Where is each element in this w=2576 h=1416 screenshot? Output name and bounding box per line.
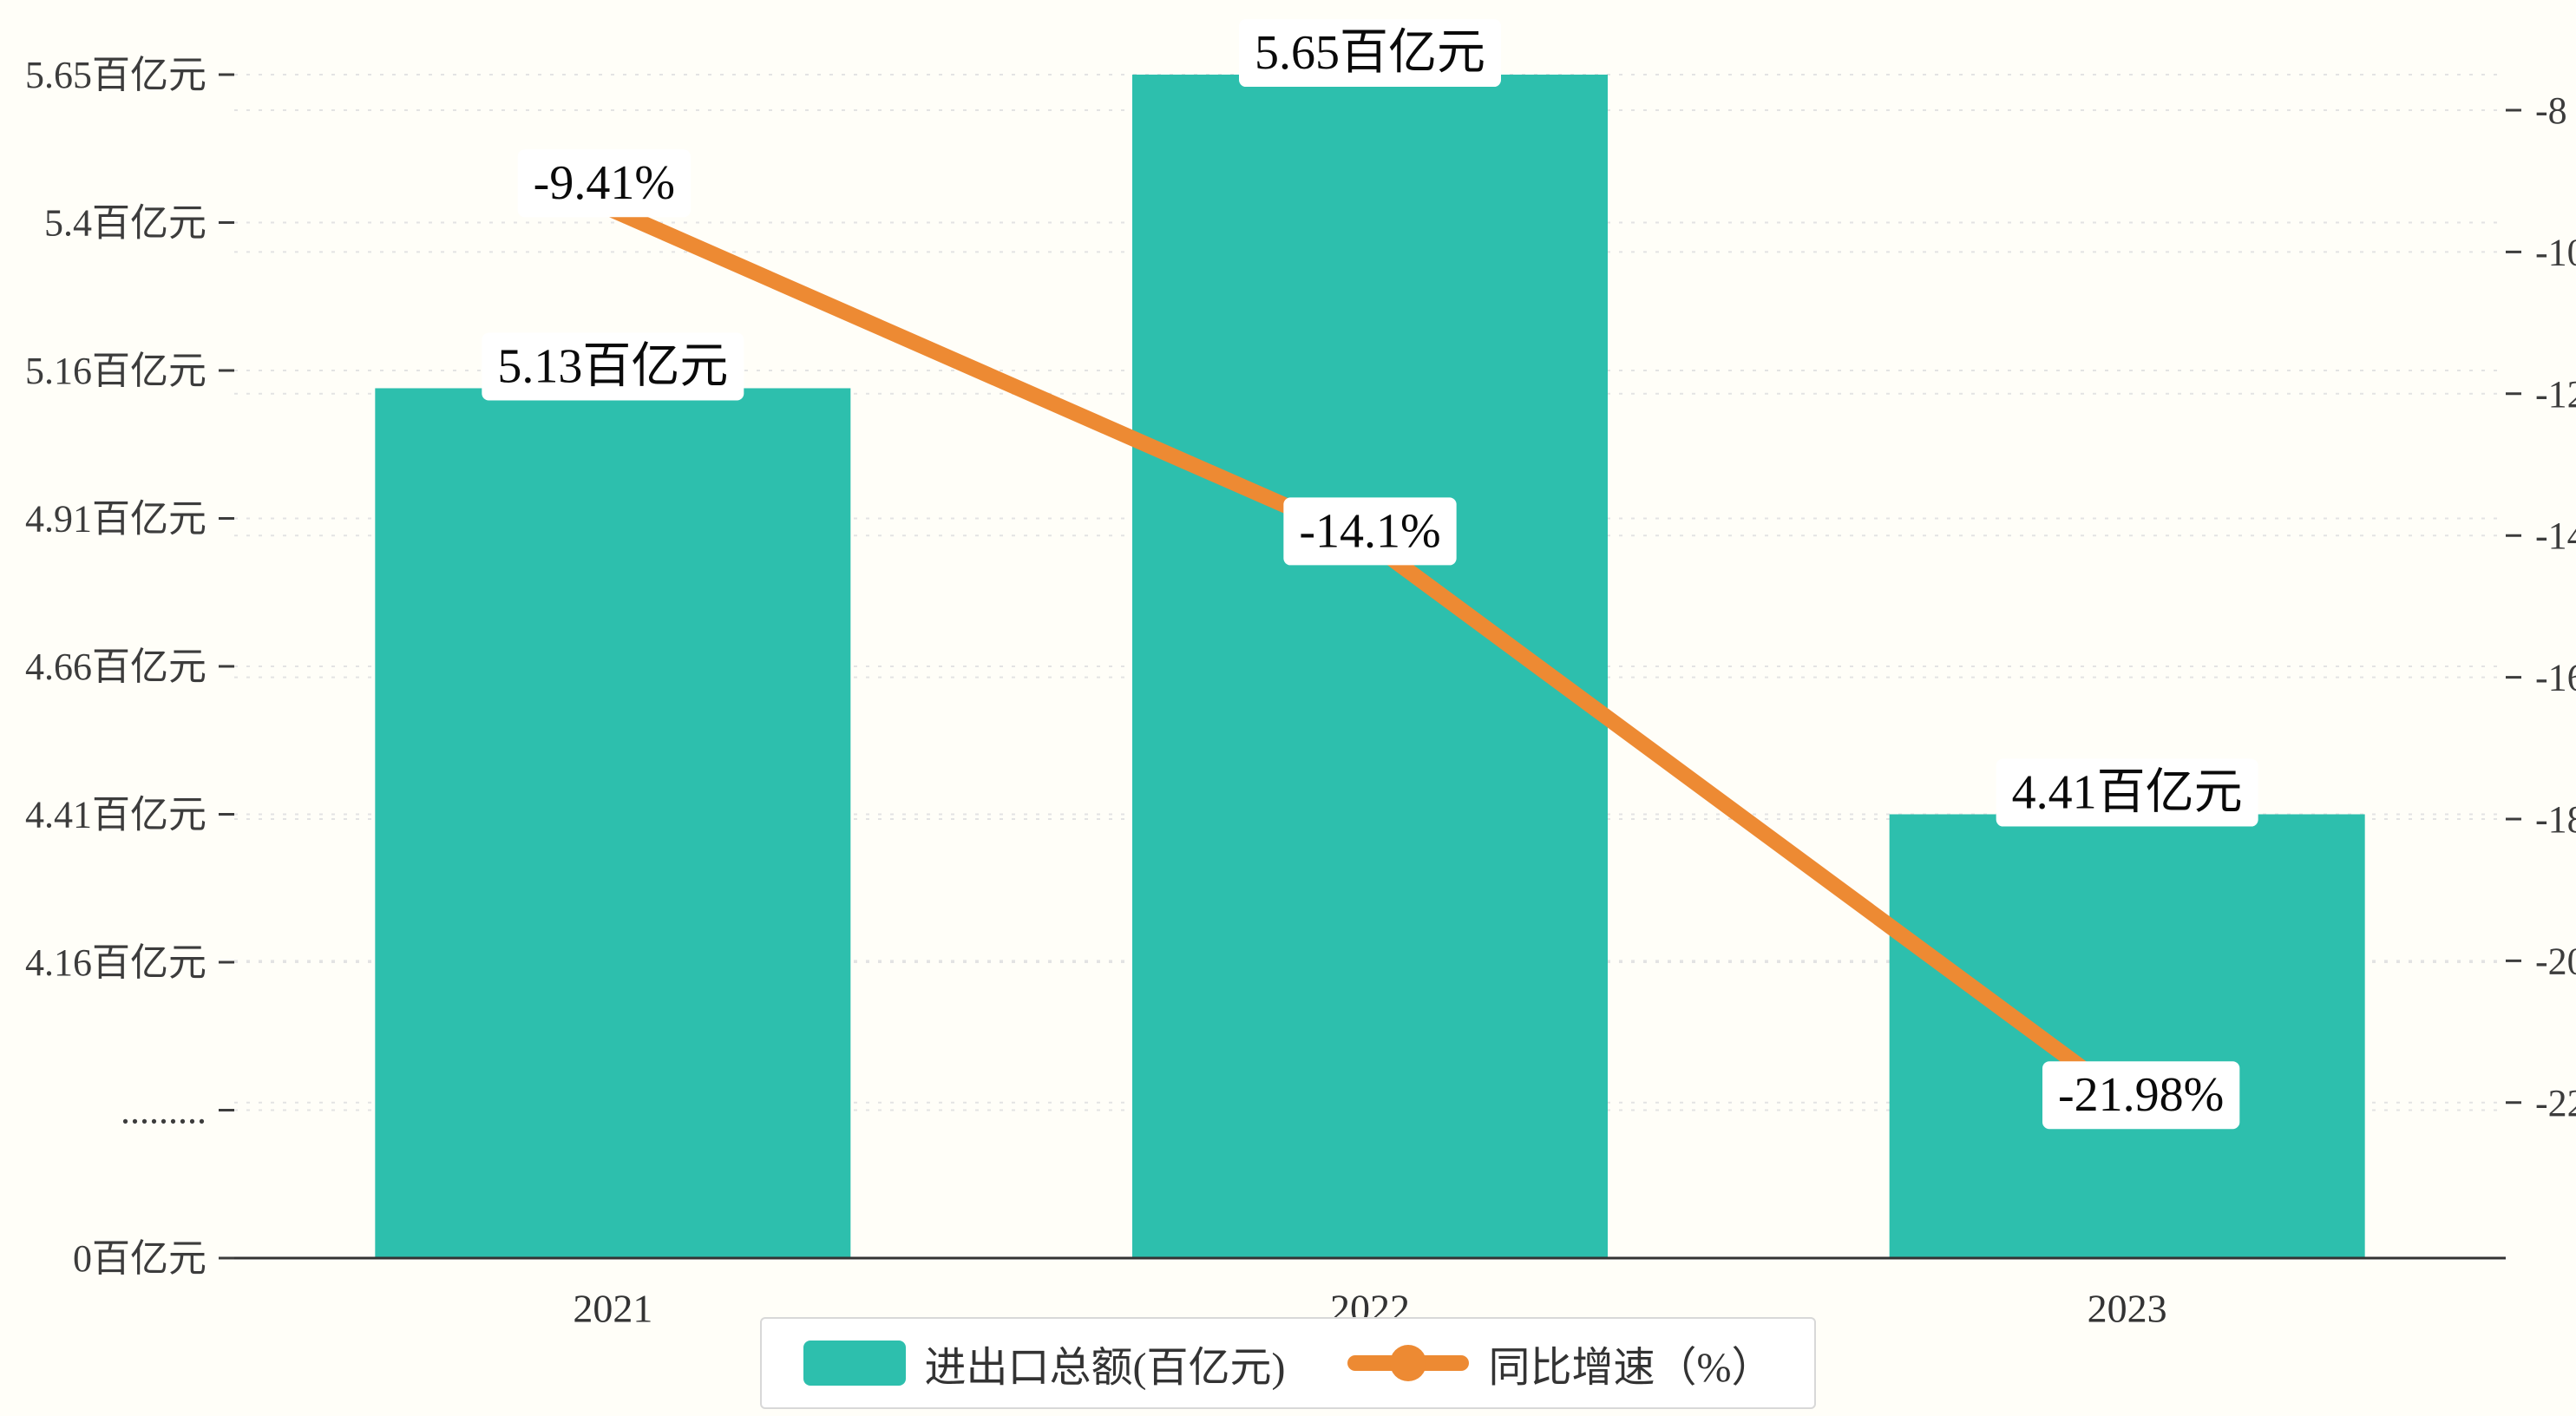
legend: 进出口总额(百亿元) 同比增速（%） [759,1317,1817,1409]
bar-value-label-bg [1239,19,1501,88]
line-value-label-bg [2042,1061,2240,1130]
bar-2021[interactable] [375,388,851,1259]
legend-item-import-export-total[interactable]: 进出口总额(百亿元) [803,1333,1286,1393]
legend-label-bar: 进出口总额(百亿元) [924,1345,1286,1391]
line-value-label-bg [1283,497,1457,566]
line-value-label: -14.1% [1283,497,1457,566]
y-left-tick-label: 4.66百亿元 [25,646,206,688]
x-axis-label-2023: 2023 [2088,1287,2167,1331]
bar-value-label-bg [1996,758,2258,827]
bar-value-label: 5.13百亿元 [482,332,744,401]
bar-2023[interactable] [1889,814,2365,1259]
line-value-label-text: -14.1% [1299,504,1440,558]
line-legend-dot-icon [1390,1345,1427,1381]
line-value-label-text: -9.41% [534,156,675,210]
y-left-tick-label: 4.16百亿元 [25,941,206,984]
legend-item-yoy-growth[interactable]: 同比增速（%） [1347,1333,1773,1393]
y-left-tick-label: 5.4百亿元 [44,201,206,244]
bar-value-label-text: 5.13百亿元 [497,340,728,394]
bar-value-label-text: 5.65百亿元 [1255,26,1485,80]
bar-value-label: 4.41百亿元 [1996,758,2258,827]
y-right-tick-label: -20 [2535,940,2576,982]
line-legend-swatch-icon [1347,1345,1470,1381]
bar-legend-swatch-icon [803,1341,906,1386]
y-left-tick-label: 5.65百亿元 [25,54,206,96]
y-right-tick-label: -12 [2535,373,2576,416]
y-right-tick-label: -22 [2535,1082,2576,1124]
legend-label-line: 同比增速（%） [1488,1345,1773,1391]
y-left-tick-label: 0百亿元 [73,1237,206,1280]
y-left-tick-label: ......... [121,1089,206,1131]
line-value-label-text: -21.98% [2058,1068,2224,1122]
y-left-tick-label: 5.16百亿元 [25,350,206,392]
x-axis-label-2021: 2021 [573,1287,652,1331]
y-right-tick-label: -8 [2535,89,2567,132]
y-left-tick-label: 4.91百亿元 [25,497,206,540]
y-right-tick-label: -10 [2535,231,2576,273]
y-left-tick-label: 4.41百亿元 [25,793,206,836]
bar-value-label: 5.65百亿元 [1239,19,1501,88]
y-right-tick-label: -18 [2535,798,2576,841]
y-right-tick-label: -14 [2535,515,2576,557]
bar-value-label-text: 4.41百亿元 [2012,766,2243,820]
line-value-label: -9.41% [517,149,691,218]
line-value-label-bg [517,149,691,218]
line-value-label: -21.98% [2042,1061,2240,1130]
bar-value-label-bg [482,332,744,401]
y-right-tick-label: -16 [2535,657,2576,699]
